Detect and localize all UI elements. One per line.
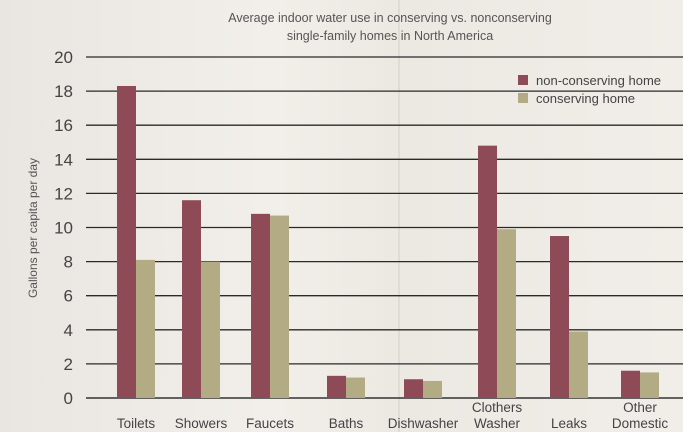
- y-tick-label: 14: [54, 150, 73, 169]
- y-tick-label: 2: [64, 355, 73, 374]
- y-tick-label: 8: [64, 253, 73, 272]
- chart-title-line-1: Average indoor water use in conserving v…: [228, 11, 552, 25]
- x-tick-label: Domestic: [612, 416, 669, 431]
- y-tick-label: 12: [54, 184, 73, 203]
- legend-label: conserving home: [536, 91, 635, 106]
- legend: non-conserving home conserving home: [518, 73, 661, 106]
- x-tick-label: Baths: [329, 416, 364, 431]
- bar-non-conserving: [550, 236, 569, 398]
- legend-label: non-conserving home: [536, 73, 661, 88]
- bar-conserving: [497, 229, 516, 398]
- page-fold: [398, 0, 400, 432]
- x-tick-label: Faucets: [246, 416, 294, 431]
- gridlines: [86, 56, 683, 399]
- bar-non-conserving: [251, 213, 270, 398]
- legend-swatch: [518, 93, 528, 103]
- bar-conserving: [346, 377, 365, 398]
- x-tick-label: Washer: [474, 416, 521, 431]
- bar-conserving: [201, 261, 220, 398]
- bar-non-conserving: [327, 375, 346, 398]
- x-tick-label: Other: [623, 400, 657, 415]
- y-tick-label: 18: [54, 82, 73, 101]
- y-tick-label: 6: [64, 287, 73, 306]
- bar-non-conserving: [404, 379, 423, 398]
- x-axis-ticks: Toilets Showers Faucets Baths Dishwasher Clot…: [117, 400, 669, 431]
- y-tick-label: 20: [54, 48, 73, 67]
- bars: [117, 85, 659, 399]
- bar-conserving: [136, 259, 155, 398]
- y-tick-label: 4: [64, 321, 73, 340]
- x-tick-label: Clothers: [472, 400, 523, 415]
- bar-conserving: [270, 215, 289, 398]
- bar-conserving: [423, 380, 442, 398]
- bar-conserving: [640, 372, 659, 398]
- y-tick-label: 0: [64, 389, 73, 408]
- bar-non-conserving: [182, 200, 201, 398]
- y-tick-label: 16: [54, 116, 73, 135]
- x-tick-label: Showers: [175, 416, 228, 431]
- y-axis-label: Gallons per capita per day: [26, 158, 40, 298]
- y-axis-ticks: 0 2 4 6 8 10 12 14 16 18 20: [54, 48, 73, 408]
- x-tick-label: Dishwasher: [388, 416, 459, 431]
- bar-non-conserving: [478, 145, 497, 398]
- x-tick-label: Toilets: [117, 416, 156, 431]
- bar-conserving: [569, 331, 588, 398]
- x-tick-label: Leaks: [551, 416, 587, 431]
- legend-swatch: [518, 75, 528, 85]
- y-tick-label: 10: [54, 219, 73, 238]
- chart-title-line-2: single-family homes in North America: [287, 29, 493, 43]
- bar-non-conserving: [621, 370, 640, 398]
- bar-non-conserving: [117, 85, 136, 399]
